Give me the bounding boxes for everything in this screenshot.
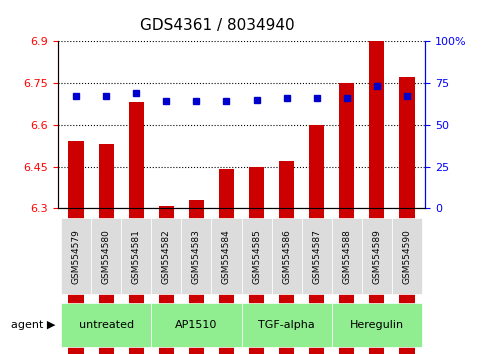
Text: Heregulin: Heregulin [350,320,404,330]
Text: GSM554590: GSM554590 [402,229,412,284]
Bar [189,200,204,354]
FancyBboxPatch shape [91,218,121,294]
Text: GSM554583: GSM554583 [192,229,201,284]
Text: GSM554580: GSM554580 [101,229,111,284]
Text: GSM554582: GSM554582 [162,229,171,284]
Text: GSM554581: GSM554581 [132,229,141,284]
Bar [99,144,114,354]
Bar [249,166,264,354]
FancyBboxPatch shape [121,218,151,294]
FancyBboxPatch shape [151,303,242,347]
Bar [219,169,234,354]
Bar [339,83,355,354]
Text: GSM554588: GSM554588 [342,229,351,284]
Bar [279,161,294,354]
FancyBboxPatch shape [61,303,151,347]
Text: GSM554586: GSM554586 [282,229,291,284]
FancyBboxPatch shape [61,218,91,294]
Bar [69,141,84,354]
Text: AP1510: AP1510 [175,320,217,330]
Text: untreated: untreated [79,320,134,330]
FancyBboxPatch shape [151,218,181,294]
Bar [399,77,414,354]
FancyBboxPatch shape [302,218,332,294]
FancyBboxPatch shape [212,218,242,294]
Text: GDS4361 / 8034940: GDS4361 / 8034940 [140,18,295,33]
Bar [159,206,174,354]
FancyBboxPatch shape [392,218,422,294]
Bar [369,41,384,354]
FancyBboxPatch shape [362,218,392,294]
FancyBboxPatch shape [271,218,302,294]
Text: TGF-alpha: TGF-alpha [258,320,315,330]
FancyBboxPatch shape [242,218,271,294]
Text: agent ▶: agent ▶ [11,320,55,330]
FancyBboxPatch shape [242,303,332,347]
Text: GSM554584: GSM554584 [222,229,231,284]
Bar [128,102,144,354]
FancyBboxPatch shape [332,218,362,294]
Text: GSM554579: GSM554579 [71,229,81,284]
FancyBboxPatch shape [181,218,212,294]
Text: GSM554585: GSM554585 [252,229,261,284]
FancyBboxPatch shape [332,303,422,347]
Bar [309,125,324,354]
Text: GSM554587: GSM554587 [312,229,321,284]
Text: GSM554589: GSM554589 [372,229,382,284]
